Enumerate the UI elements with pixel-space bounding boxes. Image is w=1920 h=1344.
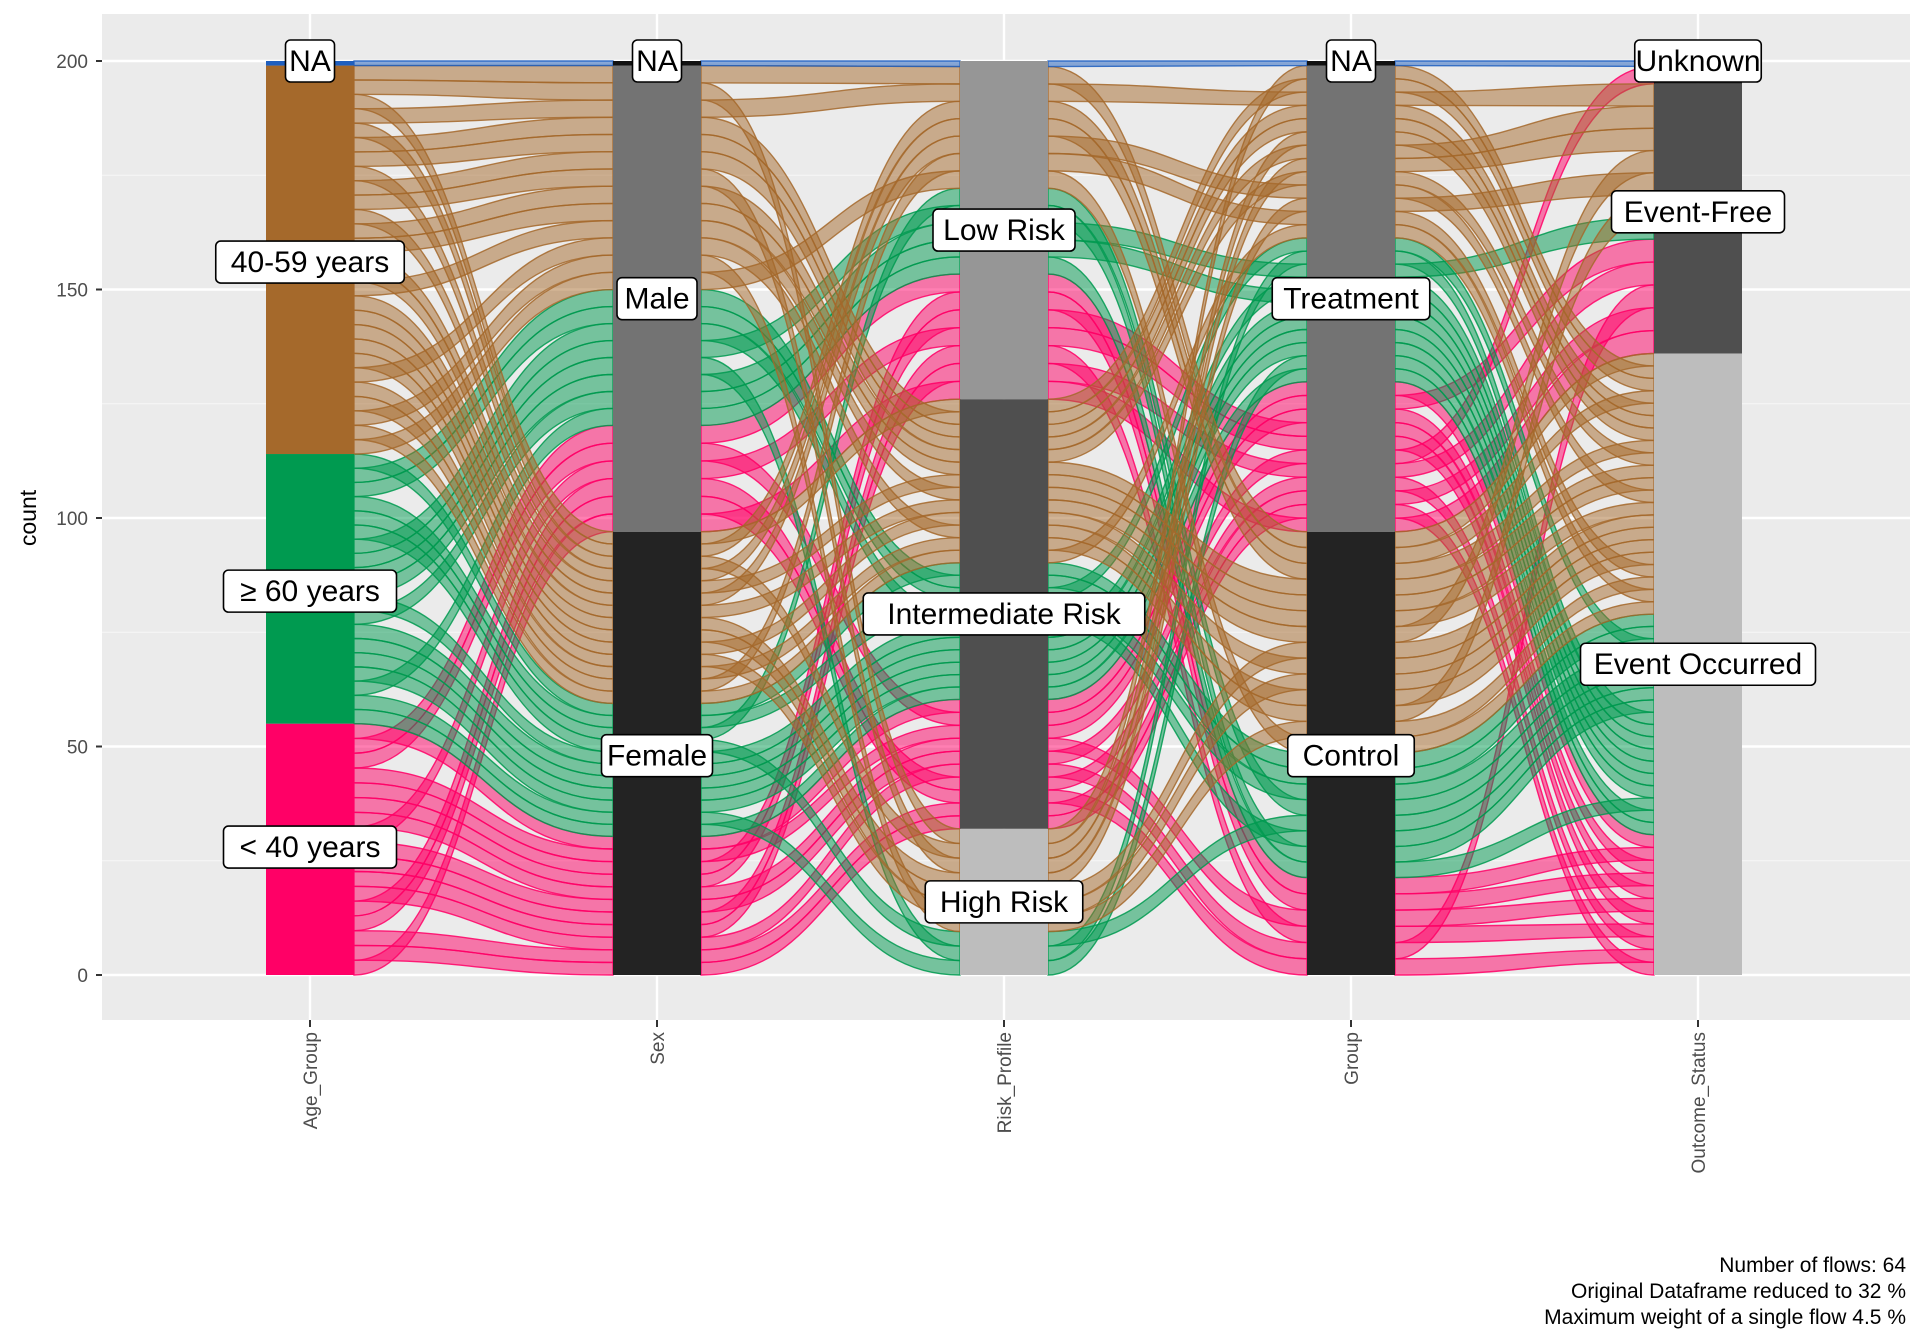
x-axis: Age_Group Sex Risk_Profile Group Outcome_Sta… <box>301 1020 1710 1174</box>
flow-ribbon <box>353 60 614 67</box>
caption-flow-count: Number of flows: 64 <box>1719 1254 1906 1277</box>
stratum-label-box <box>222 825 398 869</box>
stratum-label-box <box>862 592 1146 636</box>
stratum-label: Treatment <box>1271 276 1431 321</box>
stratum-label: 40-59 years <box>214 240 406 284</box>
stratum-label-box <box>616 276 698 321</box>
y-tick-label: 200 <box>56 52 88 73</box>
x-tick-label: Risk_Profile <box>995 1032 1016 1133</box>
y-axis-title: count <box>15 489 41 546</box>
caption: Number of flows: 64 Original Dataframe r… <box>1206 1253 1906 1331</box>
stratum-label: Low Risk <box>932 208 1076 252</box>
y-tick-label: 150 <box>56 281 88 302</box>
stratum-label-text: Unknown <box>1635 45 1760 78</box>
stratum-label-box <box>1633 39 1763 83</box>
stratum-label: Male <box>616 276 698 321</box>
stratum-label-text: Treatment <box>1283 283 1419 316</box>
stratum-label-box <box>1579 642 1817 687</box>
flow-ribbon <box>353 64 614 84</box>
x-tick-label: Age_Group <box>301 1032 322 1129</box>
stratum-label-text: NA <box>289 45 331 78</box>
flow-ribbon <box>1047 60 1308 68</box>
stratum-label-text: NA <box>1330 45 1372 78</box>
stratum-label: High Risk <box>924 880 1084 924</box>
stratum-label: Event-Free <box>1610 190 1786 234</box>
stratum-label: < 40 years <box>222 825 398 869</box>
stratum-label-box <box>284 39 336 83</box>
stratum-label-text: Control <box>1303 740 1400 773</box>
stratum-label-text: ≥ 60 years <box>240 575 380 608</box>
x-tick-label: Outcome_Status <box>1689 1032 1710 1174</box>
stratum-label: Female <box>600 733 714 778</box>
stratum-label-text: 40-59 years <box>231 246 389 279</box>
stratum-label: NA <box>631 39 683 83</box>
y-axis: 0 50 100 150 200 <box>56 52 102 987</box>
stratum-label-box <box>600 733 714 778</box>
stratum-label-box <box>924 880 1084 924</box>
x-tick-label: Group <box>1342 1032 1363 1085</box>
stratum-label: ≥ 60 years <box>222 569 398 613</box>
caption-reduction: Original Dataframe reduced to 32 % <box>1570 1280 1906 1303</box>
stratum-label-text: High Risk <box>940 886 1069 919</box>
y-tick-label: 100 <box>56 509 88 530</box>
alluvial-chart: 0 50 100 150 200 Age_Group Sex Risk_Profile Gro… <box>15 14 1910 1174</box>
y-tick-label: 50 <box>67 738 88 759</box>
stratum-label: Event Occurred <box>1579 642 1817 687</box>
stratum-label: Intermediate Risk <box>862 592 1146 636</box>
stratum-label-text: Female <box>607 740 707 773</box>
stratum-label-text: < 40 years <box>240 831 381 864</box>
stratum-label-box <box>222 569 398 613</box>
stratum-label-box <box>1325 39 1377 83</box>
stratum-label: NA <box>1325 39 1377 83</box>
y-tick-label: 0 <box>77 966 88 987</box>
stratum-label: NA <box>284 39 336 83</box>
stratum-label-text: Event Occurred <box>1594 648 1802 681</box>
stratum-labels: < 40 years ≥ 60 years 40-59 years NA Female M… <box>214 39 1817 924</box>
stratum-label-box <box>214 240 406 284</box>
stratum-label-text: Male <box>624 283 689 316</box>
stratum-label-box <box>1286 733 1416 778</box>
stratum-label-text: Event-Free <box>1624 196 1772 229</box>
stratum-label-text: Low Risk <box>943 214 1066 247</box>
stratum-label-box <box>631 39 683 83</box>
caption-max-weight: Maximum weight of a single flow 4.5 % <box>1544 1306 1906 1329</box>
flow-ribbon <box>1394 60 1655 68</box>
flow-ribbon <box>700 60 961 68</box>
stratum-label-text: Intermediate Risk <box>887 598 1121 631</box>
stratum-label-text: NA <box>636 45 678 78</box>
stratum-label: Control <box>1286 733 1416 778</box>
stratum-label: Unknown <box>1633 39 1763 83</box>
flow-ribbon <box>700 64 961 85</box>
flow-ribbon <box>1394 797 1655 879</box>
x-tick-label: Sex <box>648 1032 669 1065</box>
stratum-label-box <box>1610 190 1786 234</box>
stratum-label-box <box>1271 276 1431 321</box>
stratum-label-box <box>932 208 1076 252</box>
